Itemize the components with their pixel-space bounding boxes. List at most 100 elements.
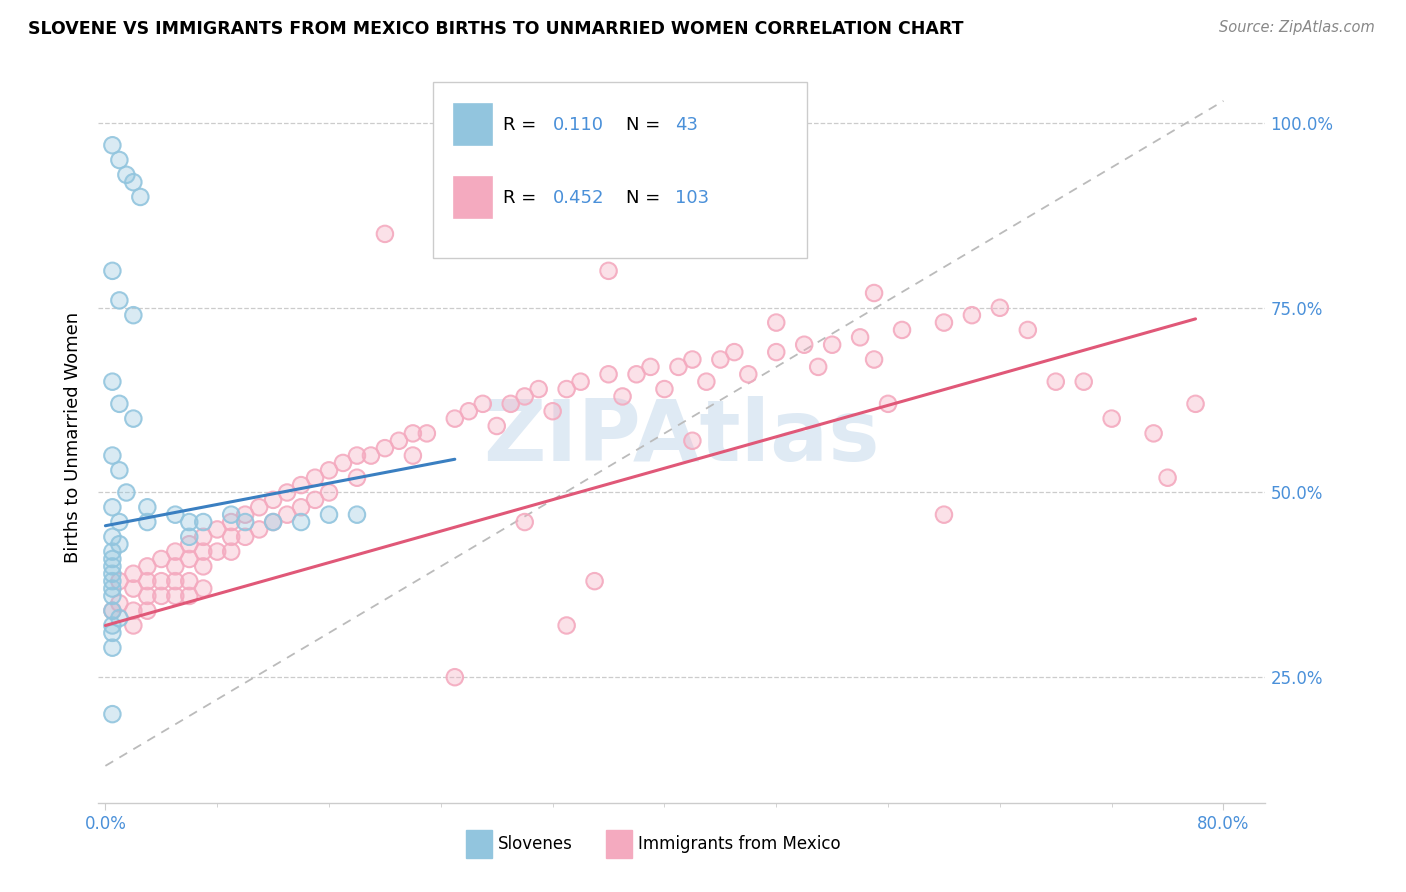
Point xyxy=(101,574,124,589)
Point xyxy=(1101,411,1123,425)
Point xyxy=(569,375,592,389)
Point xyxy=(443,670,465,684)
Point xyxy=(136,574,159,589)
Point xyxy=(821,337,844,351)
Point xyxy=(101,138,124,153)
Point xyxy=(122,411,145,425)
Point xyxy=(737,368,759,382)
Point xyxy=(583,574,606,589)
Point xyxy=(891,323,914,337)
Point xyxy=(668,359,690,374)
Point xyxy=(136,574,159,589)
Point xyxy=(101,582,124,596)
Point xyxy=(668,359,690,374)
Point xyxy=(262,492,284,507)
Point xyxy=(849,330,872,344)
Point xyxy=(598,264,620,278)
Point xyxy=(122,618,145,632)
Point xyxy=(179,537,201,551)
Text: Source: ZipAtlas.com: Source: ZipAtlas.com xyxy=(1219,20,1375,35)
Point xyxy=(318,485,340,500)
Point xyxy=(179,589,201,603)
Point xyxy=(179,552,201,566)
Point xyxy=(569,375,592,389)
Point xyxy=(233,515,256,529)
Point xyxy=(108,397,131,411)
Point xyxy=(304,492,326,507)
Point xyxy=(115,485,138,500)
Point xyxy=(101,552,124,566)
Point xyxy=(205,544,228,558)
Point xyxy=(877,397,900,411)
Point xyxy=(101,264,124,278)
Point xyxy=(108,153,131,167)
Point xyxy=(276,485,298,500)
Point xyxy=(165,544,187,558)
Point xyxy=(179,530,201,544)
Point xyxy=(101,449,124,463)
Point xyxy=(150,589,173,603)
Y-axis label: Births to Unmarried Women: Births to Unmarried Women xyxy=(63,311,82,563)
Point xyxy=(179,515,201,529)
Point xyxy=(150,552,173,566)
Point xyxy=(136,500,159,515)
Point xyxy=(290,500,312,515)
Point xyxy=(598,264,620,278)
Point xyxy=(233,530,256,544)
Point xyxy=(513,389,536,403)
Point xyxy=(108,463,131,477)
Point xyxy=(179,589,201,603)
Point xyxy=(101,618,124,632)
Point xyxy=(108,515,131,529)
Text: R =: R = xyxy=(503,189,543,207)
Point xyxy=(233,530,256,544)
Point xyxy=(276,485,298,500)
Point xyxy=(108,574,131,589)
Point xyxy=(709,352,731,367)
Point xyxy=(388,434,411,448)
Point xyxy=(262,515,284,529)
Point xyxy=(499,397,522,411)
Point xyxy=(115,168,138,182)
Point xyxy=(471,397,494,411)
Point xyxy=(122,175,145,189)
Point xyxy=(598,368,620,382)
Point xyxy=(108,596,131,610)
Point xyxy=(1156,471,1178,485)
Point xyxy=(290,500,312,515)
Point xyxy=(219,515,242,529)
Point xyxy=(374,441,396,455)
Point xyxy=(122,582,145,596)
Point xyxy=(165,544,187,558)
Point xyxy=(136,559,159,574)
Point xyxy=(402,426,425,441)
Point xyxy=(101,625,124,640)
Point xyxy=(527,382,550,396)
Point xyxy=(932,316,955,330)
Point xyxy=(247,523,270,537)
Point xyxy=(513,389,536,403)
Point xyxy=(723,345,745,359)
Point xyxy=(108,293,131,308)
Point xyxy=(374,227,396,241)
Point xyxy=(193,559,215,574)
Point xyxy=(443,411,465,425)
Point xyxy=(122,604,145,618)
Point xyxy=(150,574,173,589)
Point xyxy=(101,625,124,640)
Point xyxy=(101,500,124,515)
Point xyxy=(101,264,124,278)
Point xyxy=(108,611,131,625)
Point xyxy=(290,478,312,492)
Point xyxy=(219,544,242,558)
Point xyxy=(1142,426,1164,441)
Point xyxy=(290,478,312,492)
Point xyxy=(304,471,326,485)
Point xyxy=(374,441,396,455)
Point xyxy=(388,434,411,448)
Point xyxy=(136,500,159,515)
Point xyxy=(346,471,368,485)
Point xyxy=(765,316,787,330)
Point xyxy=(793,337,815,351)
Point xyxy=(626,368,648,382)
